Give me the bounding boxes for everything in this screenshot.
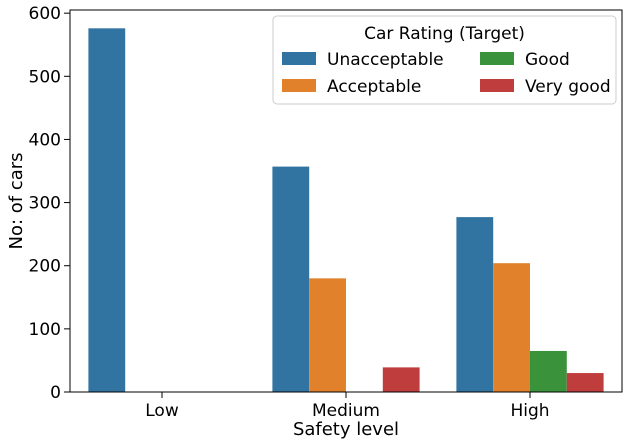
legend-label-unacceptable: Unacceptable [327, 50, 444, 70]
x-tick-label: Low [145, 401, 179, 421]
bars-group [88, 28, 604, 393]
legend-swatch-unacceptable [282, 52, 316, 65]
legend-items: Unacceptable Acceptable Good Very good [282, 50, 611, 97]
bar-unacceptable-high [456, 217, 494, 392]
y-tick-label: 100 [29, 320, 61, 340]
y-tick-label: 200 [29, 257, 61, 277]
legend: Car Rating (Target) Unacceptable Acceptab… [272, 15, 617, 105]
legend-swatch-very-good [480, 79, 514, 92]
y-tick-label: 0 [50, 383, 61, 403]
y-tick-label: 500 [29, 67, 61, 87]
x-tick-label: High [510, 401, 549, 421]
bar-unacceptable-medium [272, 166, 310, 392]
bar-good-high [530, 350, 567, 392]
bar-unacceptable-low [88, 28, 126, 393]
legend-label-acceptable: Acceptable [327, 77, 421, 97]
legend-swatch-good [480, 52, 514, 65]
legend-box [272, 15, 617, 105]
legend-title: Car Rating (Target) [364, 24, 525, 44]
bar-very-good-medium [382, 367, 420, 392]
y-tick-label: 600 [29, 4, 61, 24]
y-tick-label: 300 [29, 194, 61, 214]
legend-swatch-acceptable [282, 79, 316, 92]
x-axis-title: Safety level [293, 419, 399, 440]
legend-label-very-good: Very good [525, 77, 611, 97]
x-tick-label: Medium [312, 401, 380, 421]
bar-very-good-high [566, 373, 604, 392]
y-tick-label: 400 [29, 130, 61, 150]
x-axis: Low Medium High [145, 392, 550, 421]
bar-acceptable-high [493, 263, 530, 392]
y-axis: 0 100 200 300 400 500 600 [29, 4, 70, 403]
y-axis-title: No: of cars [6, 152, 27, 249]
bar-acceptable-medium [309, 278, 346, 392]
legend-label-good: Good [525, 50, 570, 70]
